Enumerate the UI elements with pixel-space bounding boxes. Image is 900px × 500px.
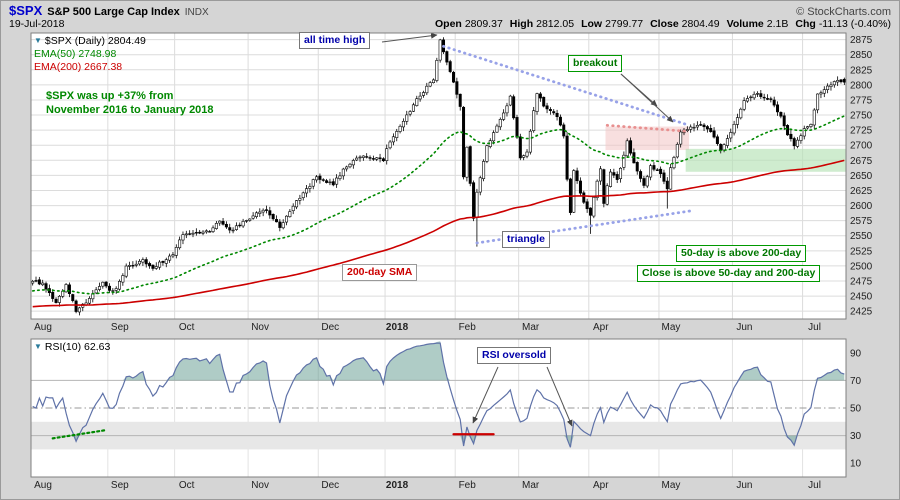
svg-text:10: 10	[850, 459, 862, 470]
svg-text:Apr: Apr	[593, 480, 609, 491]
resistance-line	[605, 123, 689, 133]
svg-text:May: May	[661, 480, 680, 491]
quote-values: Open 2809.37 High 2812.05 Low 2799.77 Close…	[435, 18, 891, 30]
copyright: © StockCharts.com	[796, 6, 891, 18]
svg-text:2500: 2500	[850, 261, 873, 272]
svg-text:Oct: Oct	[179, 480, 195, 491]
quote-volume: Volume 2.1B	[727, 18, 789, 30]
svg-text:Jul: Jul	[808, 322, 821, 333]
svg-text:2425: 2425	[850, 307, 873, 318]
close-label: Close	[650, 18, 679, 30]
rsi-line	[32, 342, 845, 448]
svg-text:May: May	[661, 322, 680, 333]
svg-text:2475: 2475	[850, 276, 873, 287]
svg-text:30: 30	[850, 431, 862, 442]
svg-text:2525: 2525	[850, 246, 873, 257]
support-zone	[685, 148, 846, 172]
svg-text:Mar: Mar	[522, 322, 540, 333]
svg-text:2450: 2450	[850, 292, 873, 303]
svg-text:Sep: Sep	[111, 322, 129, 333]
quote-row: 19-Jul-2018 Open 2809.37 High 2812.05 Low 2…	[1, 18, 899, 32]
triangle-upper-line	[442, 44, 689, 127]
rsi-overbought-fill	[32, 341, 845, 381]
EMA(50)	[31, 115, 846, 295]
svg-text:2650: 2650	[850, 171, 873, 182]
svg-text:Nov: Nov	[251, 322, 269, 333]
quote-chg: Chg -11.13 (-0.40%)	[795, 18, 891, 30]
svg-text:2700: 2700	[850, 141, 873, 152]
chg-value: -11.13 (-0.40%)	[818, 18, 891, 30]
volume-label: Volume	[726, 18, 764, 30]
low-value: 2799.77	[605, 18, 644, 30]
svg-text:2625: 2625	[850, 186, 873, 197]
quote-open: Open 2809.37	[435, 18, 503, 30]
svg-text:Jun: Jun	[736, 480, 752, 491]
svg-text:Feb: Feb	[459, 322, 477, 333]
svg-text:2675: 2675	[850, 156, 873, 167]
symbol: $SPX	[9, 3, 43, 18]
volume-value: 2.1B	[766, 18, 789, 30]
open-label: Open	[434, 18, 462, 30]
titlebar: $SPX S&P 500 Large Cap Index INDX © Stoc…	[1, 1, 899, 32]
title-row: $SPX S&P 500 Large Cap Index INDX © Stoc…	[1, 1, 899, 18]
svg-text:Dec: Dec	[321, 322, 339, 333]
low-label: Low	[581, 18, 603, 30]
breakout-arrow-2	[620, 73, 674, 123]
quote-high: High 2812.05	[510, 18, 574, 30]
svg-text:Aug: Aug	[34, 322, 52, 333]
svg-text:2875: 2875	[850, 35, 873, 46]
svg-text:90: 90	[850, 348, 862, 359]
svg-text:2750: 2750	[850, 111, 873, 122]
exchange: INDX	[184, 7, 209, 18]
svg-text:Dec: Dec	[321, 480, 339, 491]
svg-text:2725: 2725	[850, 126, 873, 137]
high-label: High	[509, 18, 534, 30]
svg-text:Aug: Aug	[34, 480, 52, 491]
svg-text:2775: 2775	[850, 95, 873, 106]
high-value: 2812.05	[536, 18, 575, 30]
rsi-oversold-arrow-1	[472, 366, 499, 424]
index-name: S&P 500 Large Cap Index	[47, 6, 180, 18]
svg-text:2850: 2850	[850, 50, 873, 61]
svg-text:2600: 2600	[850, 201, 873, 212]
chg-label: Chg	[795, 18, 816, 30]
axis-labels: Aug Aug Sep Sep Oct Oct Nov Nov Dec Dec 2018 2018 Fe…	[34, 35, 873, 491]
svg-text:Feb: Feb	[459, 480, 477, 491]
quote-low: Low 2799.77	[581, 18, 643, 30]
svg-text:2550: 2550	[850, 231, 873, 242]
svg-text:70: 70	[850, 376, 862, 387]
open-value: 2809.37	[464, 18, 503, 30]
svg-text:Nov: Nov	[251, 480, 269, 491]
rsi-oversold-arrow-2	[546, 366, 573, 427]
ath-arrow	[381, 32, 438, 43]
svg-text:2800: 2800	[850, 80, 873, 91]
svg-text:Sep: Sep	[111, 480, 129, 491]
svg-text:2018: 2018	[386, 480, 409, 491]
rsi-plot-border	[30, 338, 847, 478]
quote-close: Close 2804.49	[650, 18, 720, 30]
candlesticks	[31, 37, 846, 316]
svg-text:2575: 2575	[850, 216, 873, 227]
price-plot-border	[30, 32, 847, 320]
svg-text:2825: 2825	[850, 65, 873, 76]
price-plot-bg	[31, 33, 846, 319]
svg-text:Mar: Mar	[522, 480, 540, 491]
rsi-green-dotted-mark	[51, 428, 108, 440]
svg-text:50: 50	[850, 404, 862, 415]
triangle-lower-line	[475, 208, 696, 245]
close-value: 2804.49	[681, 18, 720, 30]
chart-date: 19-Jul-2018	[9, 18, 65, 30]
svg-text:Jul: Jul	[808, 480, 821, 491]
svg-text:Jun: Jun	[736, 322, 752, 333]
EMA(200)	[32, 159, 845, 308]
svg-text:Oct: Oct	[179, 322, 195, 333]
svg-text:2018: 2018	[386, 322, 409, 333]
svg-text:Apr: Apr	[593, 322, 609, 333]
